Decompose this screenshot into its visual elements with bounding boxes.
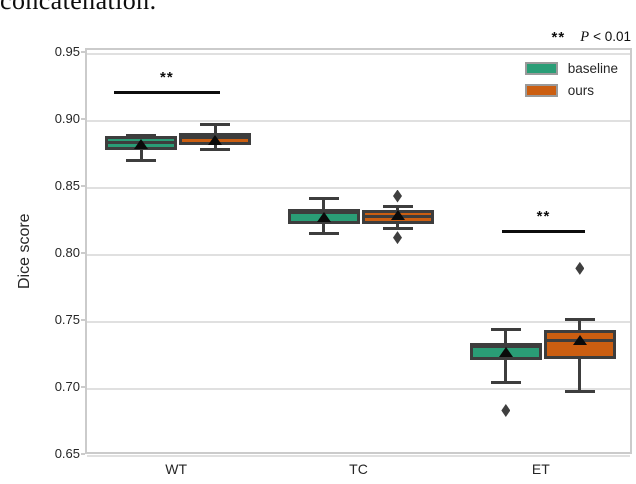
mean-marker (390, 210, 405, 221)
y-tick-mark (81, 118, 85, 121)
y-tick-label: 0.65 (54, 446, 80, 461)
y-tick-mark (81, 453, 85, 455)
outlier-marker (575, 261, 585, 275)
legend-swatch-baseline (524, 62, 558, 75)
significance-note-stars: ** (551, 29, 566, 46)
plot-area: baseline ours ** ** (85, 48, 632, 457)
box-ours-ET (543, 330, 616, 359)
y-tick-mark (81, 185, 85, 187)
y-tick-label: 0.75 (54, 312, 80, 327)
x-tick-label: WT (165, 461, 188, 477)
significance-bar (113, 91, 220, 95)
legend-swatch-ours (524, 84, 558, 97)
y-tick-mark (81, 252, 85, 254)
gridline (87, 53, 630, 56)
whisker-cap-low (490, 380, 521, 384)
whisker-cap-high (564, 317, 595, 321)
y-tick-mark (81, 319, 85, 321)
median-line (472, 345, 539, 349)
gridline (87, 254, 630, 256)
significance-bar (502, 230, 585, 234)
whisker-cap-low (126, 159, 157, 163)
gridline (87, 455, 630, 457)
significance-stars: ** (160, 68, 174, 86)
whisker-cap-high (200, 122, 231, 126)
whisker-cap-low (564, 390, 595, 394)
gridline (87, 388, 630, 390)
y-axis-label: Dice score (16, 213, 33, 289)
whisker-cap-low (308, 232, 339, 236)
whisker-cap-high (490, 327, 521, 331)
p-value-note: P < 0.01 (580, 29, 631, 46)
paper-text-fragment: concatenation. (0, 0, 157, 15)
y-tick-label: 0.95 (54, 44, 80, 60)
gridline (87, 120, 630, 123)
gridline (87, 321, 630, 323)
mean-marker (316, 211, 331, 222)
y-tick-mark (81, 386, 85, 388)
y-tick-label: 0.85 (54, 178, 80, 193)
gridline (87, 187, 630, 189)
significance-note: ** P < 0.01 (552, 29, 631, 46)
legend-label-baseline: baseline (567, 61, 618, 76)
mean-marker (208, 134, 223, 145)
x-tick-label: ET (531, 461, 550, 477)
legend-item-ours: ours (524, 83, 618, 98)
legend: baseline ours (524, 61, 618, 98)
whisker-cap-low (200, 148, 231, 152)
legend-item-baseline: baseline (524, 61, 618, 76)
p-symbol: P (580, 29, 590, 45)
p-threshold: < 0.01 (593, 29, 631, 44)
whisker-cap-low (382, 226, 413, 230)
mean-marker (498, 347, 513, 358)
significance-stars: ** (536, 207, 551, 225)
outlier-marker (501, 403, 511, 417)
x-tick-label: TC (349, 461, 368, 477)
whisker-cap-high (308, 196, 339, 200)
legend-label-ours: ours (567, 83, 594, 98)
outlier-marker (393, 231, 402, 245)
y-tick-mark (81, 51, 85, 54)
outlier-marker (393, 189, 402, 203)
mean-marker (572, 335, 587, 346)
whisker-cap-high (382, 205, 413, 209)
y-tick-label: 0.70 (54, 379, 80, 394)
mean-marker (134, 139, 149, 150)
y-tick-label: 0.90 (54, 111, 80, 127)
y-tick-label: 0.80 (54, 245, 80, 260)
